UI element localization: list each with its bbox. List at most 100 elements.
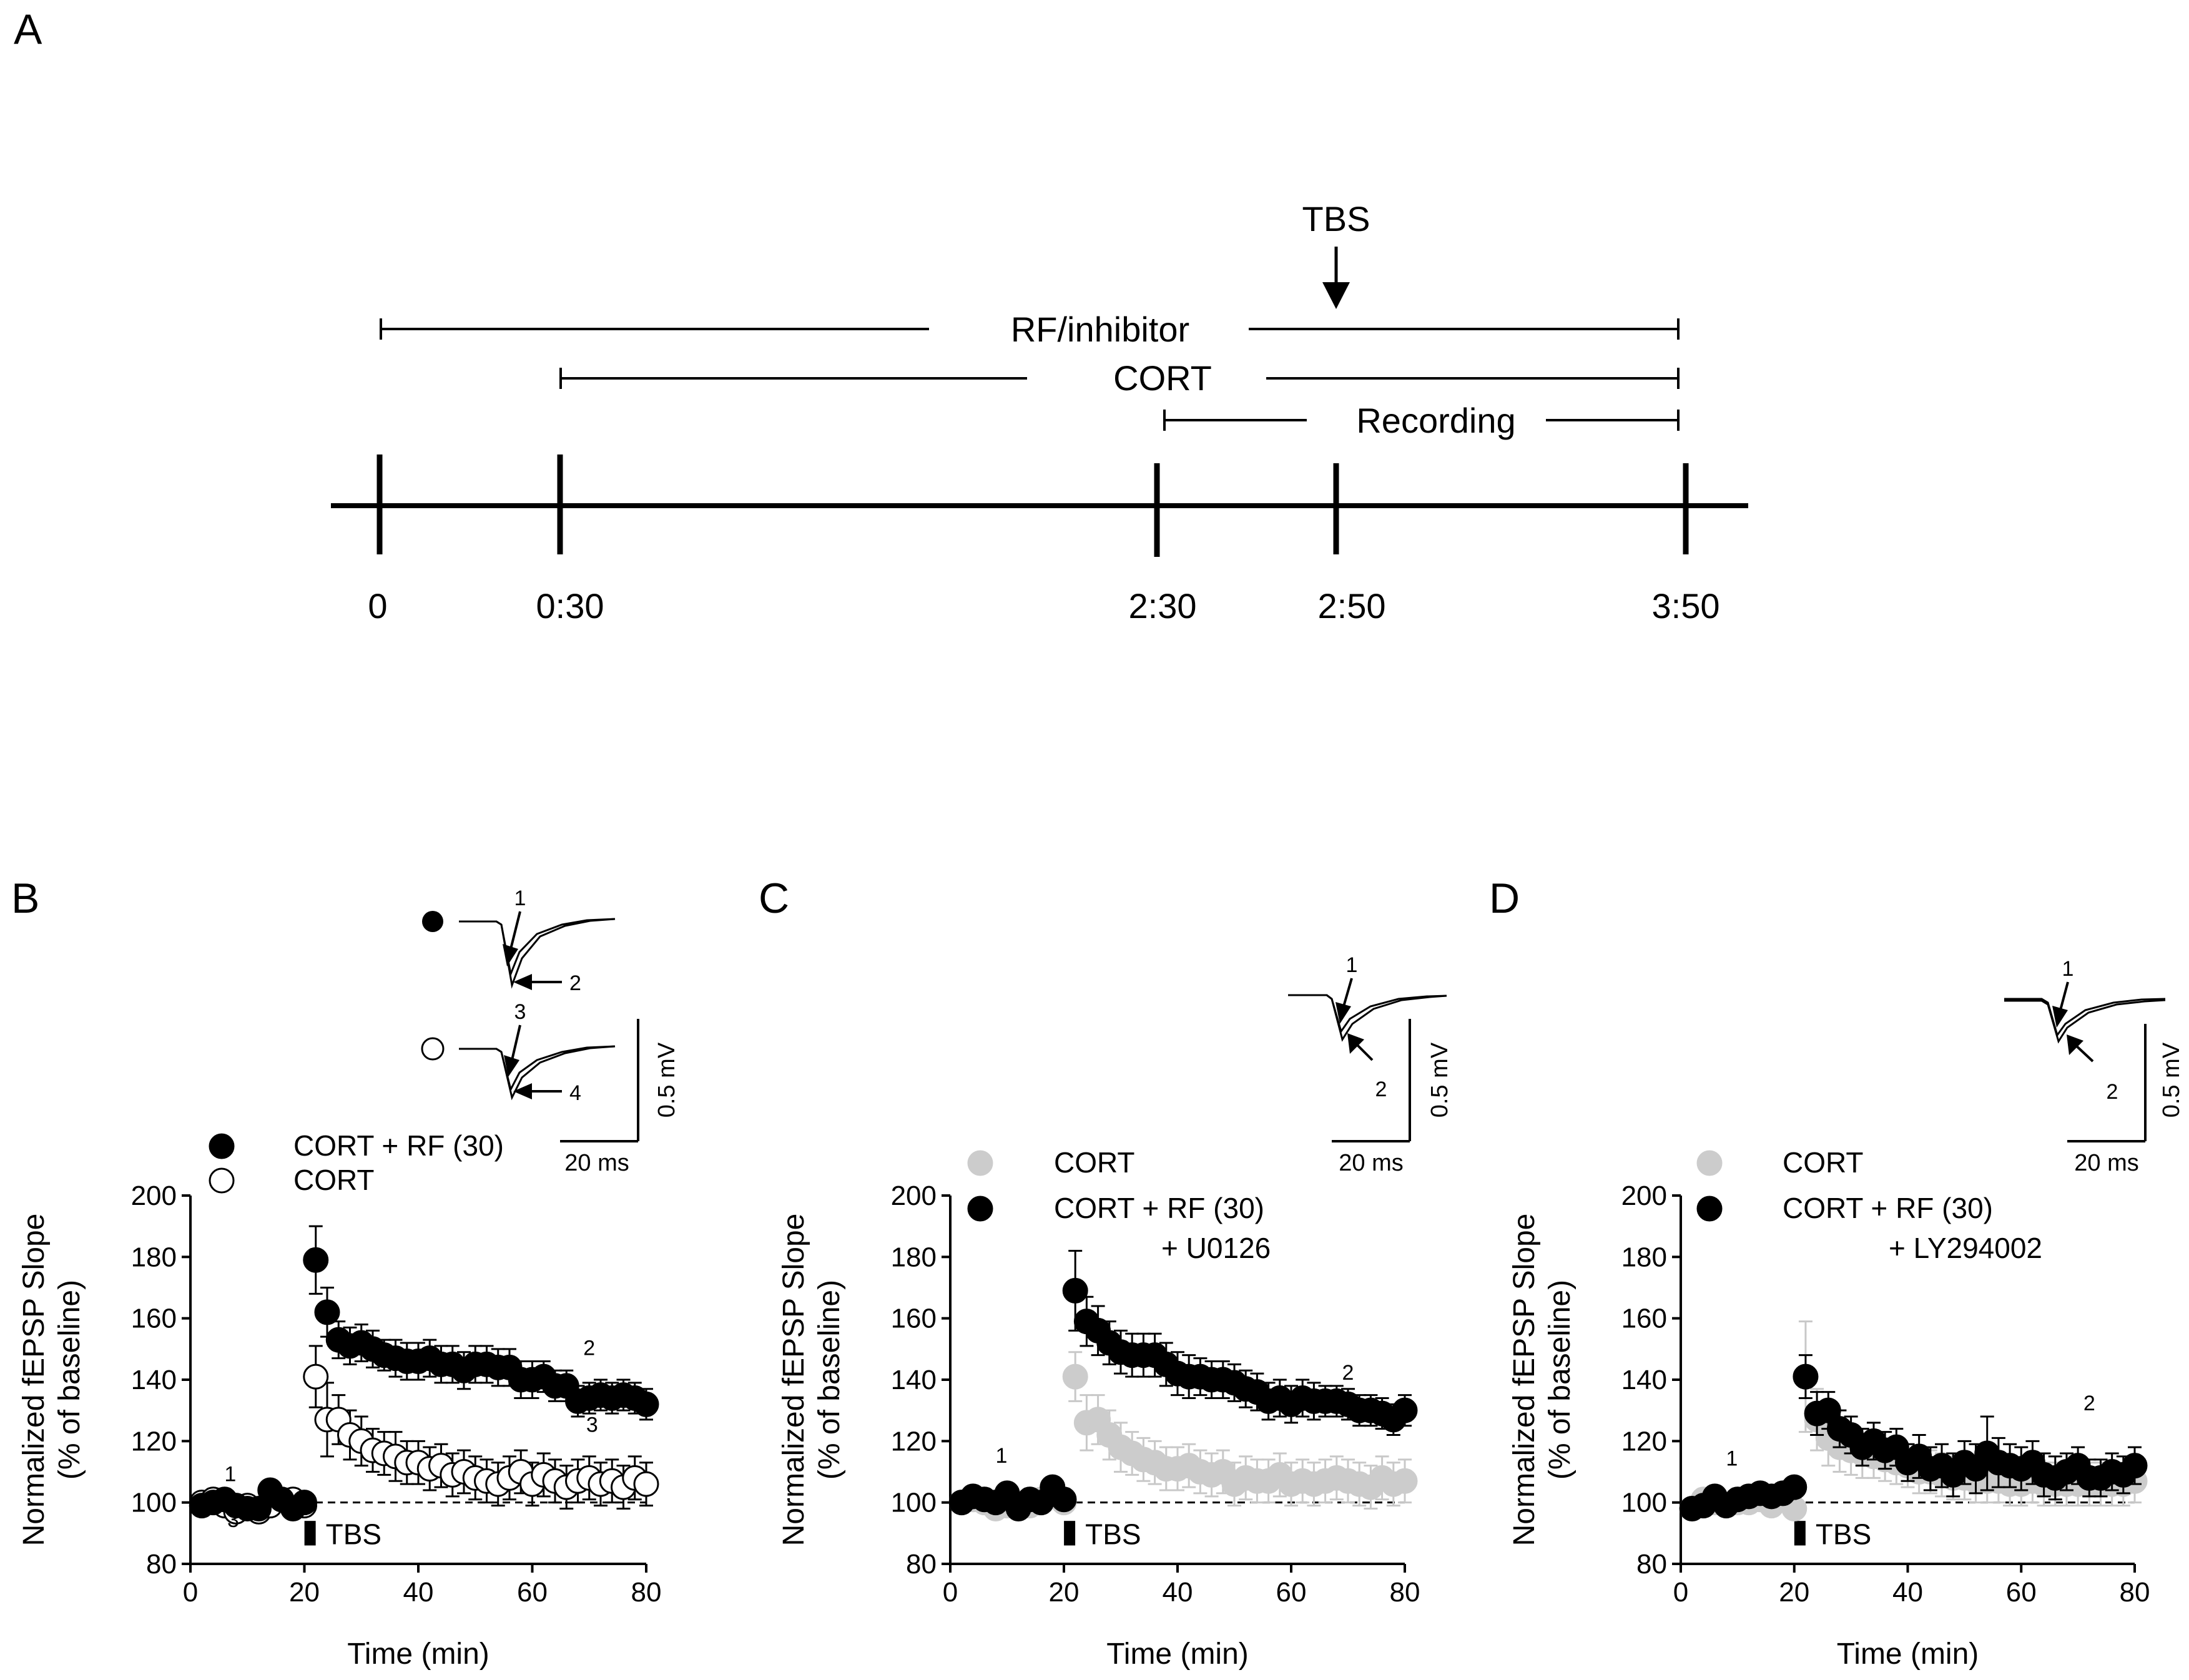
trace-d-label-1: 1 <box>2062 957 2074 981</box>
panel-d-data-point <box>1793 1363 1819 1390</box>
panel-d-y-axis-subtitle: (% of baseline) <box>1543 1280 1577 1480</box>
trace-d-arrowhead-2 <box>2067 1034 2083 1055</box>
panel-b-point-label: 1 <box>224 1462 236 1486</box>
scale-b-ms: 20 ms <box>564 1150 629 1176</box>
panel-d-series-1 <box>1679 1354 2148 1521</box>
panel-b-y-tick-label: 200 <box>131 1181 177 1211</box>
panel-c-data-point <box>1392 1397 1418 1423</box>
scale-d-ms: 20 ms <box>2074 1150 2138 1176</box>
trace-c-arrow-1 <box>1342 978 1353 1007</box>
trace-b-arrow-3 <box>511 1024 521 1061</box>
panel-d-y-tick-label: 100 <box>1621 1488 1667 1518</box>
panel-c-legend-label: + U0126 <box>1161 1232 1271 1264</box>
cort-bar <box>559 368 1680 389</box>
panel-d-y-tick-label: 120 <box>1621 1426 1667 1456</box>
trace-b-label-1: 1 <box>514 887 526 910</box>
panel-letter-d: D <box>1489 875 1520 922</box>
timeline-label-2-30: 2:30 <box>1129 586 1197 626</box>
trace-marker-open <box>421 1037 445 1061</box>
panel-c-tbs-bar <box>1064 1521 1076 1546</box>
scale-b-mv: 0.5 mV <box>654 1042 680 1118</box>
panel-c-x-tick-label: 40 <box>1163 1577 1193 1608</box>
panel-c-data-point <box>1392 1468 1418 1494</box>
scale-c-mv: 0.5 mV <box>1427 1042 1453 1118</box>
panel-c-y-tick-label: 160 <box>891 1304 937 1334</box>
panel-d-tbs-bar <box>1794 1521 1806 1546</box>
panel-c-data-point <box>1062 1363 1088 1390</box>
panel-b-tbs-bar <box>304 1521 316 1546</box>
panel-c-y-tick-label: 100 <box>891 1488 937 1518</box>
panel-d-x-tick-label: 80 <box>2120 1577 2150 1608</box>
panel-b-y-tick-label: 140 <box>131 1365 177 1395</box>
panel-b-legend-label: CORT <box>293 1164 375 1196</box>
panel-c-legend-marker <box>967 1196 993 1222</box>
panel-b-y-axis-title: Normalized fEPSP Slope <box>17 1214 51 1546</box>
panel-d-x-tick-label: 20 <box>1779 1577 1809 1608</box>
panel-c-x-tick-label: 0 <box>943 1577 958 1608</box>
panel-b-y-tick-label: 100 <box>131 1488 177 1518</box>
panel-b-y-tick-label: 120 <box>131 1426 177 1456</box>
panel-letter-c: C <box>759 875 789 922</box>
panel-b-x-tick-label: 20 <box>289 1577 320 1608</box>
panel-c-y-tick-label: 80 <box>906 1549 937 1579</box>
panel-b-x-axis-title: Time (min) <box>347 1638 489 1671</box>
panel-b-y-tick-label: 160 <box>131 1304 177 1334</box>
panel-d-y-tick-label: 160 <box>1621 1304 1667 1334</box>
timeline-label-3-50: 3:50 <box>1652 586 1720 626</box>
panel-d-data-point <box>1781 1474 1808 1500</box>
panel-c-data-point <box>1062 1277 1088 1304</box>
trace-marker-filled <box>422 911 443 932</box>
panel-b-data-point <box>633 1471 659 1497</box>
panel-d-y-tick-label: 200 <box>1621 1181 1667 1211</box>
panel-b-x-tick-label: 80 <box>631 1577 662 1608</box>
panel-c-y-axis-subtitle: (% of baseline) <box>813 1280 846 1480</box>
tbs-arrow-head <box>1322 282 1350 309</box>
trace-d-1 <box>2004 998 2166 1038</box>
trace-b-label-2: 2 <box>569 971 581 995</box>
panel-d-traces: 1 2 0.5 mV 20 ms <box>2004 957 2185 1176</box>
trace-d-arrow-1 <box>2059 981 2069 1011</box>
panel-b-data-point <box>292 1490 317 1516</box>
panel-b-legend-marker <box>209 1167 235 1194</box>
panel-d-x-tick-label: 40 <box>1892 1577 1923 1608</box>
panel-c-x-axis-title: Time (min) <box>1106 1638 1249 1671</box>
panel-d-x-axis-title: Time (min) <box>1837 1638 1979 1671</box>
panel-c-y-axis-title: Normalized fEPSP Slope <box>777 1214 810 1546</box>
panel-d-tbs-label: TBS <box>1816 1518 1871 1551</box>
trace-c-2 <box>1288 994 1447 1042</box>
chart-panel-c: 80 100 120 140 160 180 200 0 20 40 60 80 Time (min) N… <box>777 1146 1420 1671</box>
trace-cort-rf-2 <box>459 918 616 989</box>
recording-bar <box>1163 410 1680 431</box>
panel-b-legend-label: CORT + RF (30) <box>293 1129 504 1162</box>
panel-d-x-tick-label: 0 <box>1673 1577 1688 1608</box>
panel-b-data-point <box>633 1391 659 1417</box>
panel-b-y-tick-label: 180 <box>131 1242 177 1272</box>
panel-d-legend-label: CORT + RF (30) <box>1783 1192 1993 1224</box>
panel-c-x-tick-label: 80 <box>1390 1577 1420 1608</box>
trace-c-arrowhead-2 <box>1347 1033 1364 1054</box>
panel-b-data-point <box>246 1496 272 1521</box>
timeline-label-0-30: 0:30 <box>536 586 604 626</box>
panel-c-y-tick-label: 140 <box>891 1365 937 1395</box>
panel-b-traces: 1 2 3 4 0.5 mV 20 ms <box>421 887 680 1176</box>
panel-c-point-label: 1 <box>995 1444 1007 1468</box>
panel-b-x-tick-label: 40 <box>403 1577 434 1608</box>
trace-c-arrowhead-1 <box>1336 1002 1351 1024</box>
trace-cort-2 <box>459 1045 616 1101</box>
trace-b-arrowhead-1 <box>503 944 518 966</box>
panel-letter-a: A <box>14 6 42 53</box>
panel-d-data-point <box>2122 1453 2148 1479</box>
panel-c-legend-label: CORT + RF (30) <box>1054 1192 1264 1224</box>
trace-b-label-4: 4 <box>569 1081 581 1105</box>
panel-c-traces: 1 2 0.5 mV 20 ms <box>1288 953 1453 1176</box>
panel-c-point-label: 2 <box>1342 1361 1354 1385</box>
trace-b-arrowhead-3 <box>504 1055 519 1077</box>
panel-d-data-point <box>1815 1397 1841 1423</box>
trace-b-label-3: 3 <box>514 1000 526 1024</box>
panel-b-tbs-label: TBS <box>326 1518 381 1551</box>
panel-b-series-1 <box>189 1225 659 1521</box>
chart-panel-d: 80 100 120 140 160 180 200 0 20 40 60 80 Time (min) N… <box>1508 1146 2150 1671</box>
chart-panel-b: 80 100 120 140 160 180 200 0 20 40 60 80 Time (min) N… <box>17 1129 661 1671</box>
trace-c-label-2: 2 <box>1375 1078 1387 1101</box>
